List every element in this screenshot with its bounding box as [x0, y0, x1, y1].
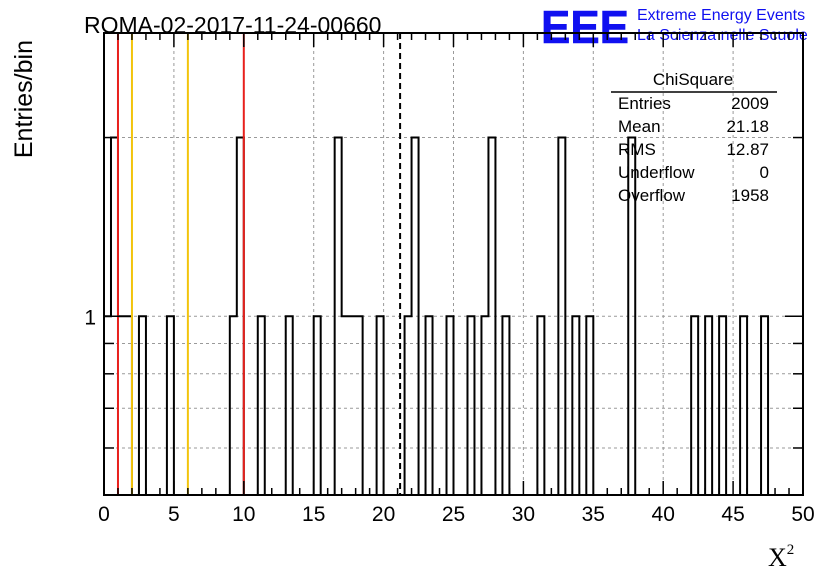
x-tick-label: 20 — [372, 503, 395, 526]
reference-lines — [116, 33, 402, 495]
project-subtitle: La Scienza nelle Scuole — [637, 27, 808, 44]
stats-value: 21.18 — [726, 117, 769, 136]
histogram-bin — [761, 316, 768, 495]
x-tick-label: 35 — [582, 503, 605, 526]
x-tick-label: 5 — [168, 503, 180, 526]
histogram-bin — [125, 316, 132, 495]
x-tick-label: 40 — [652, 503, 675, 526]
histogram-bin — [740, 316, 747, 495]
project-name: Extreme Energy Events — [637, 7, 805, 24]
histogram-bin — [118, 316, 125, 495]
stats-value: 2009 — [731, 94, 769, 113]
histogram-bin — [537, 316, 544, 495]
histogram-bin — [139, 316, 146, 495]
y-axis-title: Entries/bin — [10, 40, 38, 158]
stats-value: 1958 — [731, 186, 769, 205]
run-title: ROMA-02-2017-11-24-00660 — [84, 12, 381, 38]
eee-logo: EEE Extreme Energy Events La Scienza nel… — [541, 1, 808, 54]
stats-title: ChiSquare — [653, 70, 733, 89]
x-tick-label: 25 — [442, 503, 465, 526]
histogram-bin — [342, 316, 349, 495]
histogram-bin — [691, 316, 698, 495]
histogram-bin — [412, 138, 419, 495]
histogram-bin — [356, 316, 363, 495]
histogram-bin — [405, 316, 412, 495]
stats-rows: Entries 2009 Mean 21.18 RMS 12.87 Underflow 0 Ov… — [618, 94, 769, 205]
x-axis-title-sup: 2 — [787, 542, 795, 558]
histogram-bin — [481, 316, 488, 495]
eee-logo-text: EEE — [541, 1, 629, 53]
histogram-bin — [230, 316, 237, 495]
histogram-bin — [167, 316, 174, 495]
histogram-outline — [104, 136, 803, 496]
histogram-bin — [237, 138, 244, 495]
histogram-bin — [314, 316, 321, 495]
x-axis-title-main: X — [768, 543, 787, 572]
x-tick-label: 15 — [302, 503, 325, 526]
histogram-bin — [502, 316, 509, 495]
histogram-bin — [719, 316, 726, 495]
histogram-bin — [488, 138, 495, 495]
stats-label: Mean — [618, 117, 661, 136]
histogram-bin — [426, 316, 433, 495]
x-tick-label: 45 — [721, 503, 744, 526]
stats-label: RMS — [618, 140, 656, 159]
x-tick-label: 0 — [98, 503, 110, 526]
stats-label: Entries — [618, 94, 671, 113]
histogram-bin — [705, 316, 712, 495]
histogram-bin — [258, 316, 265, 495]
x-tick-label: 50 — [791, 503, 814, 526]
histogram-bin — [586, 316, 593, 495]
x-tick-label: 30 — [512, 503, 535, 526]
axes: 0 5 10 15 20 25 30 35 40 45 50 1 — [84, 32, 815, 526]
histogram-bin — [558, 138, 565, 495]
y-tick-label: 1 — [84, 306, 96, 329]
stats-value: 0 — [760, 163, 769, 182]
stats-label: Underflow — [618, 163, 695, 182]
x-tick-label: 10 — [232, 503, 255, 526]
histogram-bars — [104, 136, 803, 496]
histogram-bin — [467, 316, 474, 495]
histogram-bin — [572, 316, 579, 495]
histogram-bin — [335, 138, 342, 495]
stats-label: Overflow — [618, 186, 686, 205]
histogram-bin — [377, 316, 384, 495]
histogram-bin — [286, 316, 293, 495]
stats-box: ChiSquare Entries 2009 Mean 21.18 RMS 12.87 Un… — [611, 70, 777, 205]
histogram-bin — [447, 316, 454, 495]
x-axis-title: X2 — [768, 542, 794, 572]
stats-value: 12.87 — [726, 140, 769, 159]
histogram-bin — [349, 316, 356, 495]
